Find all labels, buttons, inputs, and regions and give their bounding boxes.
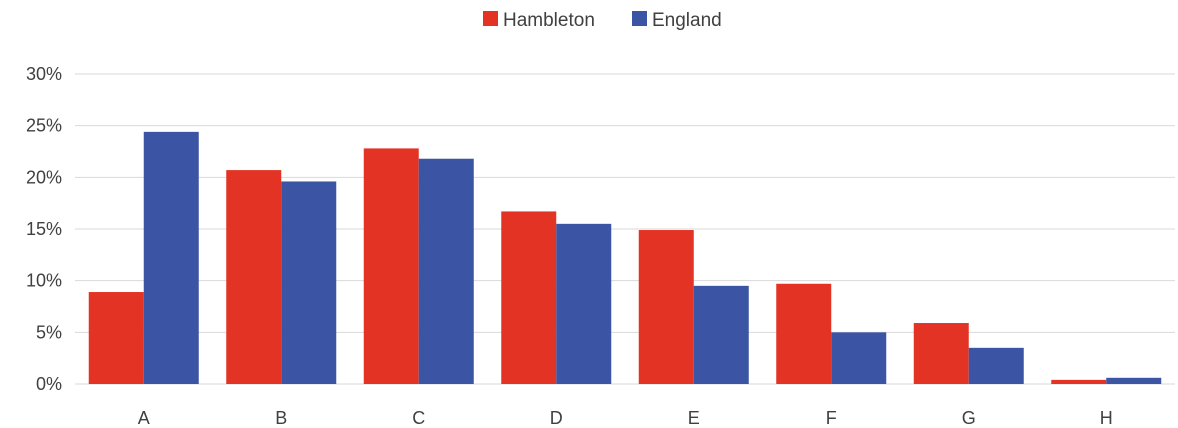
y-axis: 0% 5% 10% 15% 20% 25% 30%: [26, 64, 62, 394]
bar-hambleton-e: [638, 230, 694, 384]
bar-england-e: [693, 285, 749, 384]
bar-england-g: [968, 347, 1024, 384]
bar-hambleton-a: [88, 292, 144, 384]
y-tick-label: 5%: [36, 322, 62, 342]
x-tick-label: E: [688, 408, 700, 428]
x-tick-label: F: [826, 408, 837, 428]
bar-hambleton-c: [363, 148, 419, 384]
bar-england-h: [1106, 377, 1162, 384]
x-tick-label: B: [275, 408, 287, 428]
chart-bars: [88, 131, 1162, 384]
legend-swatch-england: [632, 11, 647, 26]
bar-england-c: [418, 158, 474, 384]
y-tick-label: 10%: [26, 271, 62, 291]
legend-label-hambleton: Hambleton: [503, 10, 595, 31]
chart-legend: Hambleton England: [483, 10, 722, 31]
y-tick-label: 30%: [26, 64, 62, 84]
y-tick-label: 15%: [26, 219, 62, 239]
x-tick-label: G: [962, 408, 976, 428]
legend-swatch-hambleton: [483, 11, 498, 26]
bar-england-d: [556, 223, 612, 384]
bar-england-a: [143, 131, 199, 384]
y-tick-label: 0%: [36, 374, 62, 394]
bar-hambleton-d: [501, 211, 557, 384]
bar-hambleton-f: [776, 283, 832, 384]
bar-hambleton-b: [226, 170, 282, 384]
bar-england-f: [831, 332, 887, 384]
x-axis: A B C D E F G H: [138, 408, 1113, 428]
bar-hambleton-h: [1051, 379, 1107, 384]
bar-england-b: [281, 181, 337, 384]
y-tick-label: 20%: [26, 167, 62, 187]
x-tick-label: D: [550, 408, 563, 428]
x-tick-label: A: [138, 408, 150, 428]
y-tick-label: 25%: [26, 116, 62, 136]
x-tick-label: C: [412, 408, 425, 428]
x-tick-label: H: [1100, 408, 1113, 428]
legend-label-england: England: [652, 10, 722, 31]
bar-hambleton-g: [913, 323, 969, 384]
